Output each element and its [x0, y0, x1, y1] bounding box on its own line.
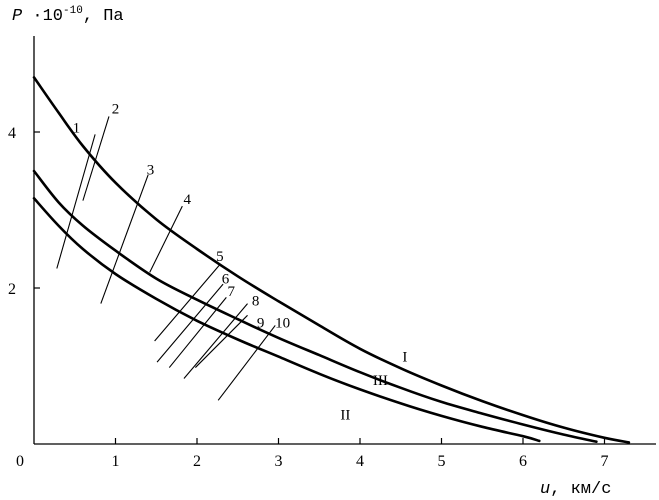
- curve-label-III: III: [373, 373, 388, 389]
- x-tick-label-5: 5: [438, 453, 446, 470]
- leader-label-3: 3: [147, 162, 155, 178]
- annotation-lines: [57, 116, 275, 400]
- curve-III: [34, 171, 596, 442]
- leader-line-3: [101, 175, 148, 304]
- leader-line-7: [169, 297, 226, 367]
- leader-line-4: [150, 206, 183, 272]
- leader-label-7: 7: [227, 284, 235, 300]
- x-tick-label-0: 0: [16, 453, 24, 470]
- leader-label-4: 4: [183, 192, 191, 208]
- curve-label-II: II: [340, 407, 350, 423]
- curve-label-I: I: [402, 350, 407, 366]
- x-tick-label-7: 7: [601, 453, 609, 470]
- leader-line-8: [184, 304, 248, 379]
- x-tick-label-4: 4: [356, 453, 364, 470]
- x-tick-label-2: 2: [193, 453, 201, 470]
- leader-label-5: 5: [216, 249, 224, 265]
- leader-line-2: [83, 116, 109, 200]
- axes: 0 1 2 3 4 5 6 7 8 2 4: [8, 36, 659, 470]
- curves: [34, 77, 629, 442]
- leader-label-2: 2: [112, 102, 120, 118]
- y-tick-label-4: 4: [8, 125, 16, 142]
- curve-I: [34, 77, 629, 442]
- labels: IIIIII12345678910: [73, 102, 408, 424]
- x-tick-label-3: 3: [275, 453, 283, 470]
- leader-label-9: 9: [257, 315, 265, 331]
- leader-label-1: 1: [73, 120, 81, 136]
- y-axis-title: P ·10-10, Па: [12, 5, 124, 26]
- x-axis-title: u, км/с: [540, 480, 611, 499]
- leader-line-1: [57, 134, 95, 268]
- x-tick-label-1: 1: [112, 453, 120, 470]
- leader-label-8: 8: [252, 293, 260, 309]
- x-tick-label-6: 6: [519, 453, 527, 470]
- leader-label-10: 10: [275, 315, 290, 331]
- y-tick-label-2: 2: [8, 281, 16, 298]
